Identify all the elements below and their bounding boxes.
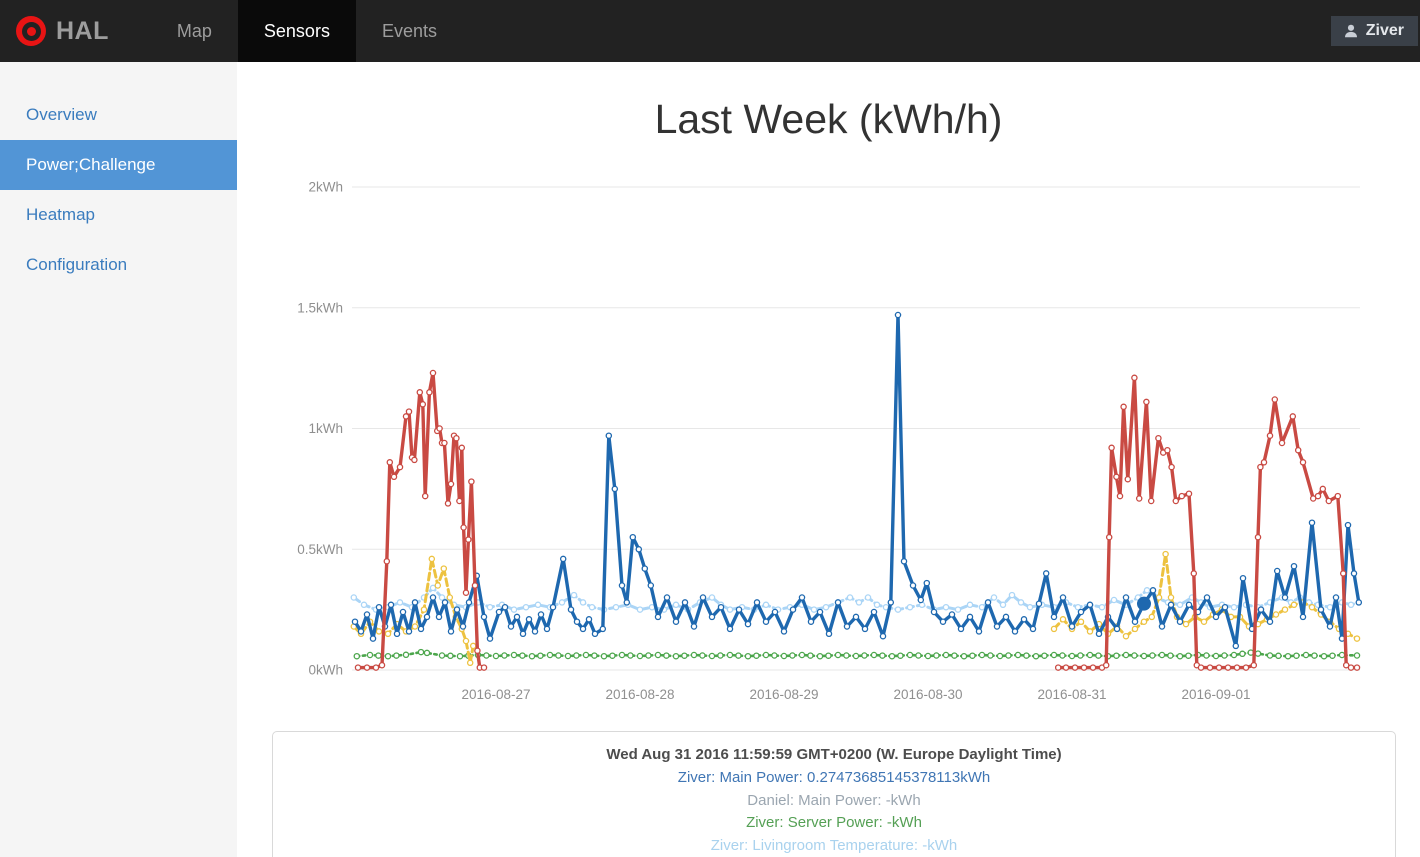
user-name: Ziver (1365, 22, 1404, 39)
nav-item-events[interactable]: Events (381, 20, 437, 41)
y-axis-label: 0.5kWh (297, 542, 343, 557)
tooltip-entry-daniel-main-power: Daniel: Main Power: -kWh (747, 791, 921, 809)
nav-item-sensors[interactable]: Sensors (237, 0, 356, 62)
user-icon (1344, 24, 1357, 38)
series-line-ziver-main-power (353, 313, 1361, 648)
sidebar-item-overview[interactable]: Overview (26, 105, 97, 124)
hover-point (1137, 596, 1151, 611)
top-navbar: HAL Map Sensors Events Ziver (0, 0, 1420, 62)
sidebar: Overview Power;Challenge Heatmap Configu… (0, 62, 237, 857)
brand-label: HAL (56, 16, 109, 45)
sidebar-item-configuration[interactable]: Configuration (26, 255, 128, 274)
series-markers-daniel-main-power (354, 369, 488, 671)
sidebar-item-powerchallenge[interactable]: Power;Challenge (0, 140, 237, 190)
y-axis-label: 1kWh (308, 421, 343, 436)
sidebar-item-heatmap[interactable]: Heatmap (26, 205, 95, 224)
hal-logo-icon (16, 16, 46, 46)
y-axis-label: 1.5kWh (297, 300, 343, 315)
y-axis-label: 0kWh (308, 663, 343, 678)
x-axis-label: 2016-08-28 (605, 687, 674, 702)
series-markers-daniel-main-power (1054, 374, 1361, 671)
tooltip-entry-ziver-server-power: Ziver: Server Power: -kWh (746, 814, 922, 831)
series-markers-ziver-server-power (353, 648, 1361, 660)
page-title: Last Week (kWh/h) (654, 96, 1003, 142)
x-axis-label: 2016-09-01 (1181, 687, 1250, 702)
tooltip-entry-ziver-main-power: Ziver: Main Power: 0.27473685145378113kW… (677, 769, 991, 786)
chart-tooltip-panel: Wed Aug 31 2016 11:59:59 GMT+0200 (W. Eu… (272, 731, 1396, 857)
y-axis-label: 2kWh (308, 180, 343, 195)
x-axis-label: 2016-08-27 (461, 687, 530, 702)
tooltip-timestamp: Wed Aug 31 2016 11:59:59 GMT+0200 (W. Eu… (606, 746, 1062, 763)
brand[interactable]: HAL (0, 0, 127, 62)
nav-item-map[interactable]: Map (176, 20, 212, 41)
main-content: Last Week (kWh/h) (237, 62, 1420, 857)
x-axis-label: 2016-08-30 (893, 687, 962, 702)
series-markers-ziver-main-power (351, 311, 1363, 650)
main-nav: Map Sensors Events (151, 0, 463, 62)
tooltip-entry-ziver-livingroom-temperature: Ziver: Livingroom Temperature: -kWh (710, 836, 958, 854)
x-axis-label: 2016-08-31 (1037, 687, 1106, 702)
user-menu[interactable]: Ziver (1330, 16, 1418, 46)
x-axis-label: 2016-08-29 (749, 687, 818, 702)
